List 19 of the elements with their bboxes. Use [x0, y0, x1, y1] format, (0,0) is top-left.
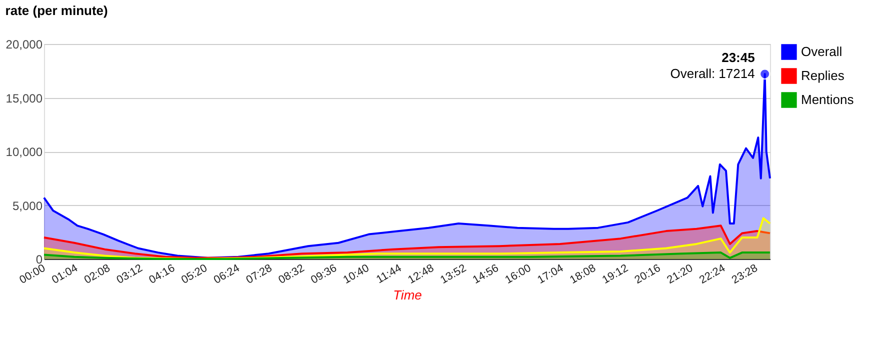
- x-tick-label: 08:32: [276, 262, 306, 286]
- chart-title: rate (per minute): [5, 3, 108, 18]
- legend-label: Overall: [801, 44, 842, 59]
- x-tick-label: 03:12: [114, 262, 145, 286]
- y-tick-label: 10,000: [6, 145, 43, 159]
- x-tick-label: 02:08: [82, 262, 112, 286]
- x-tick-label: 00:00: [18, 262, 48, 286]
- x-tick-label: 05:20: [180, 262, 210, 286]
- x-tick-label: 04:16: [147, 262, 177, 286]
- annotation: Overall: 17214: [670, 66, 755, 81]
- x-tick-label: 09:36: [309, 262, 339, 286]
- y-tick-label: 15,000: [6, 91, 43, 106]
- annotation: 23:45: [722, 50, 755, 65]
- x-tick-label: 07:28: [244, 262, 274, 286]
- y-tick-label: 5,000: [12, 198, 43, 213]
- x-axis-title: Time: [393, 288, 422, 303]
- legend-label: Replies: [801, 68, 845, 83]
- y-tick-label: 20,000: [6, 38, 43, 52]
- legend-label: Mentions: [801, 92, 854, 107]
